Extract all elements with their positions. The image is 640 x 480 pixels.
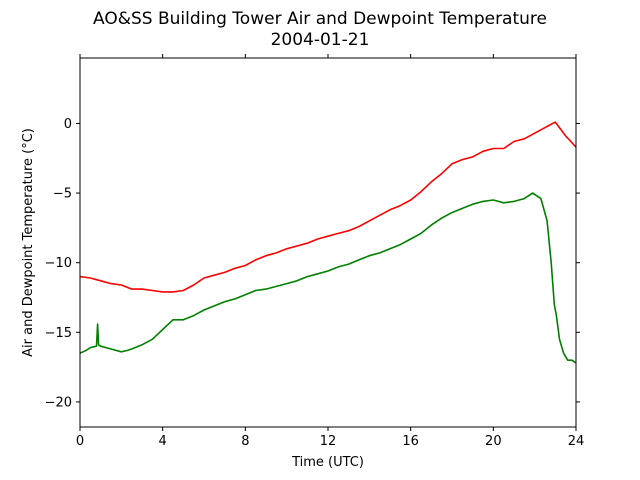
y-tick-label: −20 xyxy=(45,395,72,410)
y-axis-label: Air and Dewpoint Temperature (°C) xyxy=(21,128,36,357)
x-tick-label: 4 xyxy=(159,434,167,449)
air-temperature-line xyxy=(79,121,577,293)
x-tick-label: 20 xyxy=(485,434,502,449)
x-tick-label: 0 xyxy=(76,434,84,449)
x-tick-label: 24 xyxy=(568,434,585,449)
y-tick-label: −10 xyxy=(45,256,72,271)
x-axis-label: Time (UTC) xyxy=(291,455,364,470)
y-tick-label: 0 xyxy=(64,117,72,132)
plot-frame xyxy=(79,57,577,428)
axis-ticks: 0 4 8 12 16 20 24 −20 −15 −10 −5 0 xyxy=(45,54,585,449)
x-tick-label: 12 xyxy=(320,434,337,449)
y-tick-label: −15 xyxy=(45,326,72,341)
chart-title: AO&SS Building Tower Air and Dewpoint Te… xyxy=(93,9,547,29)
chart-subtitle: 2004-01-21 xyxy=(271,30,370,50)
x-tick-label: 8 xyxy=(241,434,249,449)
y-tick-label: −5 xyxy=(53,187,72,202)
series-layer xyxy=(79,121,577,364)
x-tick-label: 16 xyxy=(402,434,419,449)
dewpoint-temperature-line xyxy=(79,192,577,364)
